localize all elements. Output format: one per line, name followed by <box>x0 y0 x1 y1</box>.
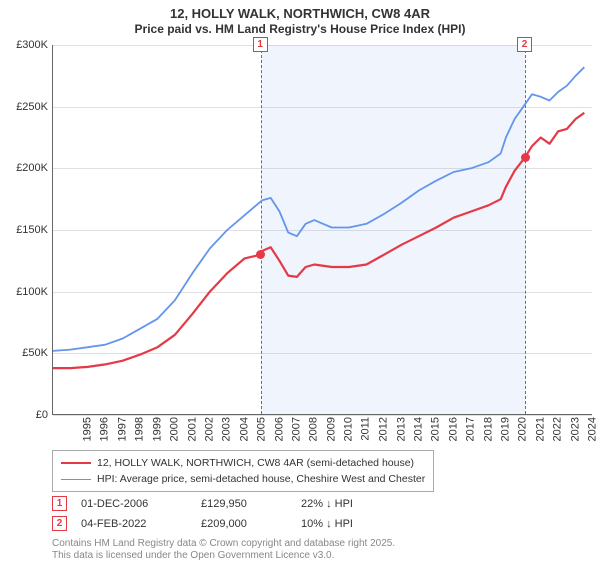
footer-licence: This data is licensed under the Open Gov… <box>52 550 334 561</box>
x-axis-label: 2024 <box>587 417 599 441</box>
x-axis-label: 2006 <box>273 417 285 441</box>
plot-area: £0£50K£100K£150K£200K£250K£300K199519961… <box>52 45 592 415</box>
sale-marker-1: 1 <box>52 496 67 511</box>
x-axis-label: 2010 <box>343 417 355 441</box>
line-series <box>53 45 593 415</box>
x-axis-label: 1997 <box>116 417 128 441</box>
x-axis-label: 2007 <box>291 417 303 441</box>
sale-marker-2: 2 <box>52 516 67 531</box>
legend-swatch <box>61 462 91 464</box>
sale-row-1: 1 01-DEC-2006 £129,950 22% ↓ HPI <box>52 496 401 511</box>
x-axis-label: 1995 <box>81 417 93 441</box>
y-axis-label: £200K <box>3 162 48 174</box>
x-axis-label: 2013 <box>395 417 407 441</box>
footer-copyright: Contains HM Land Registry data © Crown c… <box>52 538 395 549</box>
x-axis-label: 2021 <box>534 417 546 441</box>
sale-diff-1: 22% ↓ HPI <box>301 498 401 510</box>
sale-marker-box: 1 <box>253 37 268 52</box>
x-axis-label: 2012 <box>378 417 390 441</box>
series-subject <box>53 113 584 368</box>
x-axis-label: 1996 <box>99 417 111 441</box>
sale-date-2: 04-FEB-2022 <box>81 518 201 530</box>
sale-row-2: 2 04-FEB-2022 £209,000 10% ↓ HPI <box>52 516 401 531</box>
x-axis-label: 2003 <box>221 417 233 441</box>
x-axis-label: 2023 <box>569 417 581 441</box>
legend-item: 12, HOLLY WALK, NORTHWICH, CW8 4AR (semi… <box>61 455 425 471</box>
x-axis-label: 2018 <box>482 417 494 441</box>
x-axis-label: 2020 <box>517 417 529 441</box>
legend-label: 12, HOLLY WALK, NORTHWICH, CW8 4AR (semi… <box>97 457 414 469</box>
sale-marker-box: 2 <box>517 37 532 52</box>
x-axis-label: 2017 <box>465 417 477 441</box>
x-axis-label: 1999 <box>151 417 163 441</box>
x-axis-label: 1998 <box>134 417 146 441</box>
legend-label: HPI: Average price, semi-detached house,… <box>97 473 425 485</box>
series-hpi <box>53 67 584 351</box>
x-axis-label: 2009 <box>325 417 337 441</box>
chart-container: 12, HOLLY WALK, NORTHWICH, CW8 4AR Price… <box>0 0 600 560</box>
sale-price-1: £129,950 <box>201 498 301 510</box>
x-axis-label: 2015 <box>430 417 442 441</box>
x-axis-label: 2000 <box>169 417 181 441</box>
x-axis-label: 2016 <box>447 417 459 441</box>
x-axis-label: 2002 <box>203 417 215 441</box>
sale-dot <box>521 153 530 162</box>
y-axis-label: £150K <box>3 224 48 236</box>
x-axis-label: 2022 <box>552 417 564 441</box>
legend-item: HPI: Average price, semi-detached house,… <box>61 471 425 487</box>
x-axis-label: 2011 <box>359 417 371 441</box>
x-axis-label: 2008 <box>308 417 320 441</box>
x-axis-label: 2014 <box>412 417 424 441</box>
y-gridline <box>53 415 592 416</box>
x-axis-label: 2004 <box>238 417 250 441</box>
sale-price-2: £209,000 <box>201 518 301 530</box>
x-axis-label: 2019 <box>500 417 512 441</box>
chart-subtitle: Price paid vs. HM Land Registry's House … <box>0 22 600 36</box>
chart-title: 12, HOLLY WALK, NORTHWICH, CW8 4AR <box>0 6 600 21</box>
legend-swatch <box>61 479 91 480</box>
sale-date-1: 01-DEC-2006 <box>81 498 201 510</box>
x-axis-label: 2001 <box>186 417 198 441</box>
y-axis-label: £300K <box>3 39 48 51</box>
x-axis-label: 2005 <box>256 417 268 441</box>
legend: 12, HOLLY WALK, NORTHWICH, CW8 4AR (semi… <box>52 450 434 492</box>
y-axis-label: £100K <box>3 286 48 298</box>
y-axis-label: £250K <box>3 101 48 113</box>
sale-diff-2: 10% ↓ HPI <box>301 518 401 530</box>
y-axis-label: £50K <box>3 347 48 359</box>
y-axis-label: £0 <box>3 409 48 421</box>
